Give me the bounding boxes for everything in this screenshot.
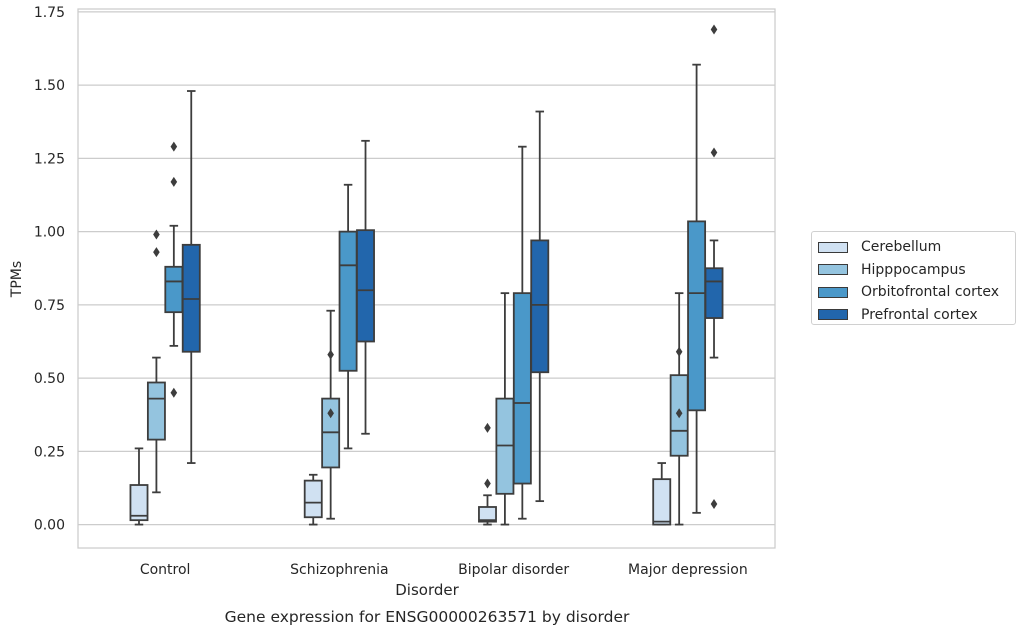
outlier-point bbox=[170, 141, 178, 152]
box-iqr bbox=[652, 478, 672, 526]
legend-item: Hipppocampus bbox=[818, 259, 1015, 282]
box-iqr bbox=[129, 484, 149, 522]
series-cerebellum bbox=[129, 422, 672, 526]
box-major-depression bbox=[704, 24, 724, 510]
x-tick-label: Major depression bbox=[628, 562, 748, 578]
outlier-point bbox=[484, 478, 491, 489]
x-tick-label: Bipolar disorder bbox=[458, 562, 569, 578]
legend-item: Prefrontal cortex bbox=[818, 304, 1015, 327]
legend-swatch bbox=[818, 241, 848, 253]
box-major-depression bbox=[687, 63, 707, 514]
box-control bbox=[146, 229, 166, 494]
legend-label: Orbitofrontal cortex bbox=[861, 284, 999, 301]
box-iqr bbox=[704, 267, 724, 319]
box-iqr bbox=[478, 506, 497, 523]
legend-item: Cerebellum bbox=[818, 236, 1015, 259]
box-iqr bbox=[687, 220, 707, 412]
y-tick-label: 1.25 bbox=[34, 151, 65, 167]
outlier-point bbox=[484, 422, 491, 433]
outlier-point bbox=[170, 176, 178, 187]
y-tick-label: 1.75 bbox=[34, 5, 65, 21]
box-bipolar-disorder bbox=[495, 292, 515, 526]
box-iqr bbox=[146, 381, 166, 441]
series-prefrontal-cortex bbox=[181, 24, 724, 510]
box-iqr bbox=[512, 292, 532, 485]
box-schizophrenia bbox=[338, 183, 358, 450]
box-bipolar-disorder bbox=[530, 110, 550, 503]
legend-swatch bbox=[818, 286, 848, 298]
box-iqr bbox=[356, 229, 375, 343]
chart-title: Gene expression for ENSG00000263571 by d… bbox=[225, 608, 630, 626]
outlier-point bbox=[153, 229, 160, 240]
box-major-depression bbox=[669, 292, 689, 526]
box-iqr bbox=[338, 230, 358, 372]
x-axis-label: Disorder bbox=[395, 581, 459, 599]
legend: Cerebellum Hipppocampus Orbitofrontal cort… bbox=[811, 231, 1016, 325]
legend-label: Prefrontal cortex bbox=[861, 306, 978, 323]
outlier-point bbox=[327, 349, 334, 360]
y-tick-label: 0.50 bbox=[34, 371, 65, 387]
box-iqr bbox=[530, 239, 550, 374]
y-tick-label: 0.00 bbox=[34, 518, 65, 534]
legend-item: Orbitofrontal cortex bbox=[818, 281, 1015, 304]
box-schizophrenia bbox=[321, 309, 341, 520]
box-control bbox=[164, 141, 184, 398]
x-tick-label: Control bbox=[140, 562, 191, 578]
box-control bbox=[129, 447, 149, 526]
outlier-point bbox=[675, 346, 683, 357]
box-series bbox=[129, 24, 724, 526]
box-schizophrenia bbox=[356, 139, 375, 435]
plot-frame bbox=[77, 8, 776, 549]
box-major-depression bbox=[652, 462, 672, 526]
x-tick-labels: Control Schizophrenia Bipolar disorder Majo… bbox=[140, 562, 748, 578]
y-tick-label: 1.00 bbox=[34, 225, 65, 241]
legend-label: Hipppocampus bbox=[861, 261, 966, 278]
outlier-point bbox=[153, 247, 160, 258]
box-control bbox=[181, 90, 201, 464]
y-tick-label: 0.25 bbox=[34, 444, 65, 460]
y-tick-labels: 0.00 0.25 0.50 0.75 1.00 1.25 1.50 1.75 bbox=[34, 5, 65, 534]
x-tick-label: Schizophrenia bbox=[290, 562, 388, 578]
outlier-point bbox=[170, 387, 178, 398]
series-orbitofrontal-cortex bbox=[164, 63, 707, 520]
series-hipppocampus bbox=[146, 229, 689, 526]
legend-swatch bbox=[818, 309, 848, 321]
legend-swatch bbox=[818, 264, 848, 276]
y-tick-label: 1.50 bbox=[34, 78, 65, 94]
box-schizophrenia bbox=[303, 473, 323, 526]
legend-label: Cerebellum bbox=[861, 239, 942, 256]
outlier-point bbox=[675, 408, 683, 419]
outlier-point bbox=[710, 24, 718, 35]
box-bipolar-disorder bbox=[512, 145, 532, 520]
outlier-point bbox=[710, 147, 718, 158]
outlier-point bbox=[327, 408, 334, 419]
y-axis-label: TPMs bbox=[9, 261, 25, 298]
outlier-point bbox=[710, 499, 718, 510]
box-iqr bbox=[303, 479, 323, 519]
box-iqr bbox=[164, 265, 184, 314]
y-tick-label: 0.75 bbox=[34, 298, 65, 314]
box-bipolar-disorder bbox=[478, 422, 497, 526]
